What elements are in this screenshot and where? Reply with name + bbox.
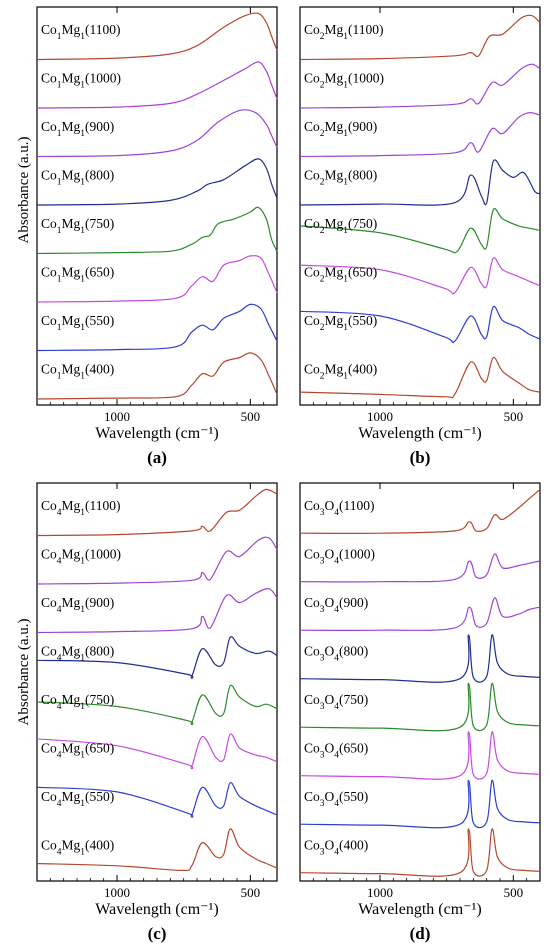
x-tick-label: 500 bbox=[504, 409, 524, 424]
series-label: Co4Mg1(550) bbox=[41, 789, 114, 809]
series-line bbox=[36, 488, 278, 537]
panel-letter: (d) bbox=[410, 924, 431, 943]
series-line bbox=[36, 61, 278, 109]
series-line bbox=[299, 63, 541, 109]
series-line bbox=[36, 636, 278, 679]
series-label: Co2Mg1(550) bbox=[304, 313, 377, 333]
series-line bbox=[299, 208, 541, 254]
plot-frame bbox=[36, 6, 278, 406]
series-line bbox=[36, 828, 278, 872]
plot-frame bbox=[299, 6, 541, 406]
panel-a: 1000 500 Wavelength (cm⁻¹) (a) Absorbance (a… bbox=[16, 6, 278, 467]
panel-d: 1000 500 Wavelength (cm⁻¹) (d) Co3O4(1100) Co… bbox=[299, 482, 541, 943]
series-label: Co4Mg1(900) bbox=[41, 595, 114, 615]
series-line bbox=[299, 112, 541, 158]
series-line bbox=[36, 303, 278, 352]
series-line bbox=[36, 255, 278, 303]
series-label: Co3O4(900) bbox=[304, 595, 368, 615]
x-tick-label: 500 bbox=[241, 885, 261, 900]
series-line bbox=[299, 305, 541, 344]
y-axis-label: Absorbance (a.u.) bbox=[16, 618, 32, 725]
series-line bbox=[299, 634, 541, 683]
x-tick-label: 1000 bbox=[104, 885, 130, 900]
series-label: Co2Mg1(650) bbox=[304, 265, 377, 285]
series-label: Co3O4(400) bbox=[304, 838, 368, 858]
series-line bbox=[36, 12, 278, 61]
series-label: Co3O4(650) bbox=[304, 741, 368, 761]
panel-c: 1000 500 Wavelength (cm⁻¹) (c) Absorbance (a… bbox=[16, 482, 278, 943]
series-line bbox=[36, 782, 278, 818]
series-line bbox=[299, 682, 541, 732]
series-label: Co3O4(1100) bbox=[304, 498, 375, 518]
series-label: Co2Mg1(900) bbox=[304, 119, 377, 139]
series-line bbox=[299, 779, 541, 829]
series-label: Co2Mg1(750) bbox=[304, 216, 377, 236]
series-label: Co1Mg1(550) bbox=[41, 313, 114, 333]
series-line bbox=[299, 257, 541, 295]
series-label: Co4Mg1(1000) bbox=[41, 547, 121, 567]
series-label: Co4Mg1(1100) bbox=[41, 498, 121, 518]
series-line bbox=[36, 733, 278, 770]
series-label: Co1Mg1(1000) bbox=[41, 71, 121, 91]
series-label: Co2Mg1(800) bbox=[304, 168, 377, 188]
series-line bbox=[36, 588, 278, 634]
x-tick-label: 1000 bbox=[367, 885, 393, 900]
series-label: Co1Mg1(400) bbox=[41, 362, 114, 382]
series-label: Co3O4(550) bbox=[304, 789, 368, 809]
series-line bbox=[299, 488, 541, 534]
series-label: Co4Mg1(750) bbox=[41, 692, 114, 712]
panel-letter: (b) bbox=[410, 448, 431, 467]
series-label: Co1Mg1(650) bbox=[41, 265, 114, 285]
x-axis-label: Wavelength (cm⁻¹) bbox=[95, 425, 218, 442]
plot-frame bbox=[36, 482, 278, 882]
series-label: Co3O4(1000) bbox=[304, 547, 375, 567]
x-tick-label: 1000 bbox=[104, 409, 130, 424]
series-label: Co1Mg1(900) bbox=[41, 119, 114, 139]
series-line bbox=[299, 14, 541, 61]
panel-b: 1000 500 Wavelength (cm⁻¹) (b) Co2Mg1(1100) C… bbox=[299, 6, 541, 467]
y-axis-label: Absorbance (a.u.) bbox=[16, 136, 32, 243]
series-label: Co2Mg1(1000) bbox=[304, 71, 384, 91]
series-line bbox=[299, 828, 541, 877]
series-label: Co4Mg1(800) bbox=[41, 644, 114, 664]
series-line bbox=[299, 356, 541, 399]
series-label: Co3O4(750) bbox=[304, 692, 368, 712]
series-line bbox=[299, 159, 541, 206]
x-axis-label: Wavelength (cm⁻¹) bbox=[358, 901, 481, 918]
series-label: Co4Mg1(650) bbox=[41, 741, 114, 761]
series-line bbox=[36, 158, 278, 206]
series-line bbox=[299, 597, 541, 631]
series-line bbox=[299, 553, 541, 583]
panel-letter: (a) bbox=[147, 448, 167, 467]
x-tick-label: 500 bbox=[241, 409, 261, 424]
series-line bbox=[36, 109, 278, 158]
series-line bbox=[36, 536, 278, 585]
series-label: Co1Mg1(800) bbox=[41, 168, 114, 188]
series-line bbox=[36, 206, 278, 255]
x-axis-label: Wavelength (cm⁻¹) bbox=[358, 425, 481, 442]
series-line bbox=[299, 731, 541, 780]
x-axis-label: Wavelength (cm⁻¹) bbox=[95, 901, 218, 918]
series-line bbox=[36, 684, 278, 726]
series-line bbox=[36, 352, 278, 400]
series-label: Co4Mg1(400) bbox=[41, 838, 114, 858]
panel-letter: (c) bbox=[148, 924, 167, 943]
x-tick-label: 1000 bbox=[367, 409, 393, 424]
series-label: Co3O4(800) bbox=[304, 644, 368, 664]
x-tick-label: 500 bbox=[504, 885, 524, 900]
series-label: Co2Mg1(400) bbox=[304, 362, 377, 382]
series-label: Co1Mg1(750) bbox=[41, 216, 114, 236]
series-label: Co2Mg1(1100) bbox=[304, 22, 384, 42]
series-label: Co1Mg1(1100) bbox=[41, 22, 121, 42]
